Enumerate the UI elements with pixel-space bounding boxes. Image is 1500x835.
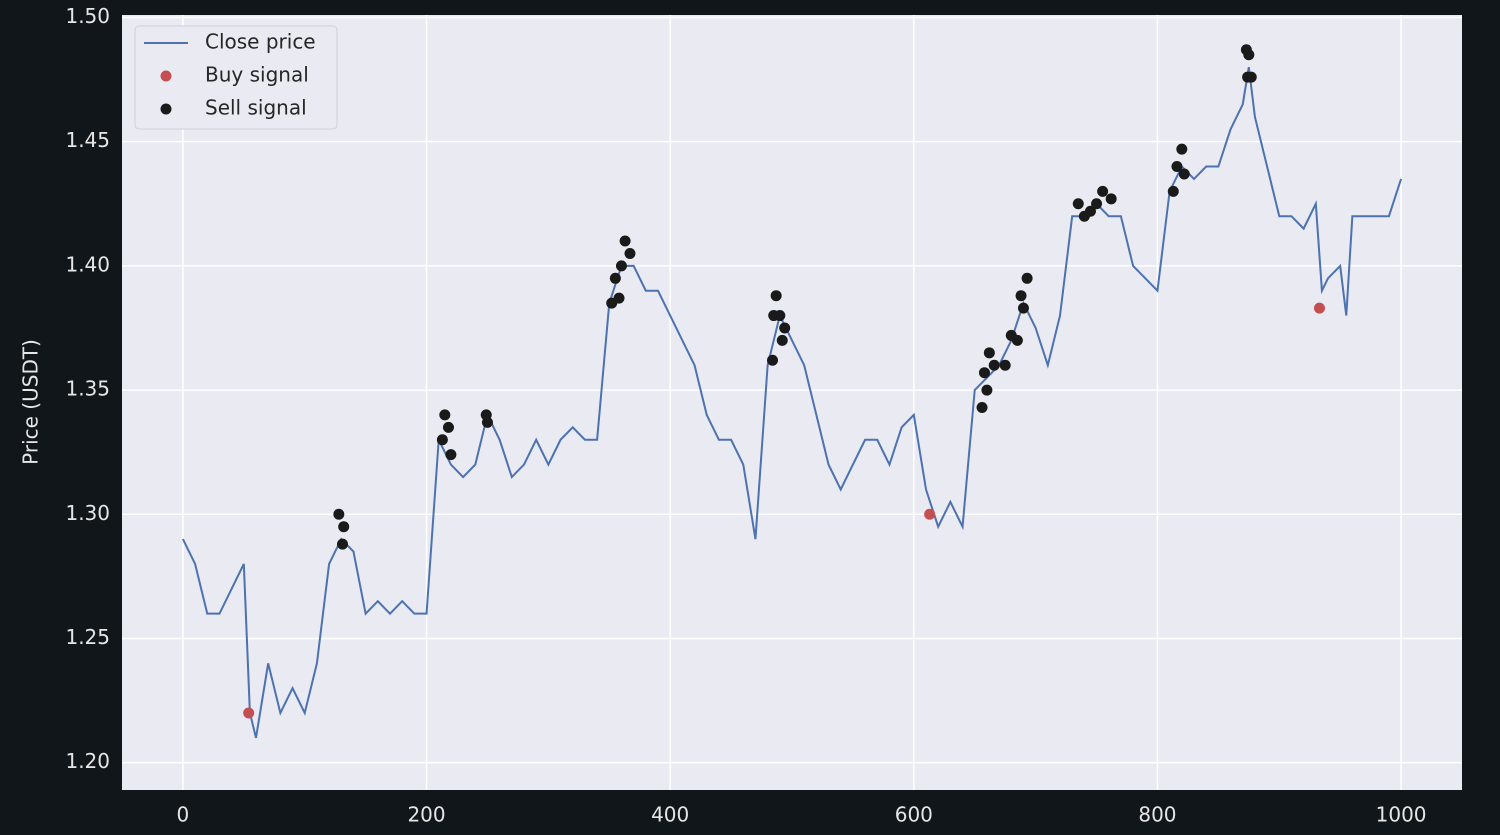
y-tick-label: 1.50 (65, 4, 110, 28)
signal-point (333, 508, 345, 520)
signal-point (615, 260, 627, 272)
x-tick-label: 400 (651, 803, 689, 827)
signal-point (613, 292, 625, 304)
signal-point (439, 409, 451, 421)
signal-point (619, 235, 631, 247)
signal-point (1021, 272, 1033, 284)
signal-point (779, 322, 791, 334)
y-tick-label: 1.35 (65, 377, 110, 401)
signal-point (609, 272, 621, 284)
signal-point (1015, 290, 1027, 302)
signal-point (445, 449, 457, 461)
signal-point (1091, 198, 1103, 210)
x-tick-label: 200 (407, 803, 445, 827)
signal-point (978, 367, 990, 379)
signal-point (1167, 185, 1179, 197)
signal-point (924, 508, 936, 520)
legend-marker (160, 70, 172, 82)
price-line (182, 67, 1403, 739)
signal-point (338, 521, 350, 533)
y-tick-label: 1.30 (65, 501, 110, 525)
signal-point (776, 334, 788, 346)
signal-point (1097, 185, 1109, 197)
signal-point (1072, 198, 1084, 210)
signal-point (624, 247, 636, 259)
signal-point (1243, 49, 1255, 61)
signal-point (983, 347, 995, 359)
x-tick-label: 600 (895, 803, 933, 827)
signal-point (976, 401, 988, 413)
legend-label: Sell signal (205, 96, 307, 120)
signal-point (767, 354, 779, 366)
signal-point (1017, 302, 1029, 314)
legend-box (134, 25, 338, 130)
marks (182, 44, 1403, 739)
x-tick-label: 800 (1138, 803, 1176, 827)
signal-point (988, 359, 1000, 371)
signal-point (1171, 161, 1183, 173)
legend-marker (160, 103, 172, 115)
signal-point (436, 434, 448, 446)
signal-point (774, 310, 786, 322)
x-tick-label: 0 (177, 803, 190, 827)
signal-point (1313, 302, 1325, 314)
signal-point (1176, 143, 1188, 155)
signal-point (1084, 205, 1096, 217)
grid (122, 15, 1462, 790)
y-tick-label: 1.40 (65, 252, 110, 276)
signal-point (981, 384, 993, 396)
plot-area (122, 15, 1462, 790)
y-tick-label: 1.20 (65, 749, 110, 773)
signal-point (999, 359, 1011, 371)
legend-label: Buy signal (205, 63, 309, 87)
y-axis-label: Price (USDT) (19, 339, 43, 465)
legend: Close price Buy signal Sell signal (134, 25, 338, 130)
signal-point (1245, 71, 1257, 83)
y-tick-label: 1.25 (65, 625, 110, 649)
signal-point (1105, 193, 1117, 205)
signal-point (1178, 168, 1190, 180)
signal-point (243, 707, 255, 719)
ticks: 1.20 1.25 1.30 1.35 1.40 1.45 1.50 0 200 400 600 80… (65, 4, 1426, 827)
y-tick-label: 1.45 (65, 128, 110, 152)
signal-point (1011, 334, 1023, 346)
signal-point (442, 421, 454, 433)
x-tick-label: 1000 (1376, 803, 1427, 827)
signal-point (336, 538, 348, 550)
signal-point (481, 416, 493, 428)
legend-label: Close price (205, 30, 316, 54)
signal-point (770, 290, 782, 302)
